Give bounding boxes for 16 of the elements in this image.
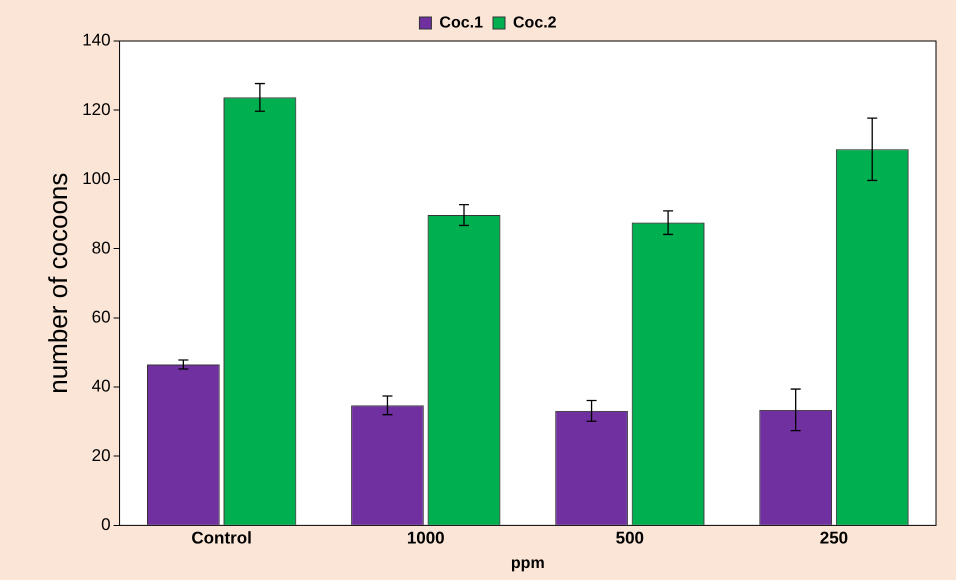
legend-label: Coc.2 <box>513 14 557 32</box>
y-tick-label: 20 <box>92 446 111 465</box>
x-tick-label: 1000 <box>406 528 445 548</box>
y-tick-label: 120 <box>82 100 111 119</box>
y-tick-label: 140 <box>82 30 111 50</box>
legend-label: Coc.1 <box>439 14 484 32</box>
y-tick-label: 100 <box>82 169 111 188</box>
x-tick-label: 500 <box>616 528 644 548</box>
y-axis-title: number of cocoons <box>42 172 73 394</box>
y-tick-label: 60 <box>92 307 111 326</box>
x-tick-label: 250 <box>820 528 848 548</box>
x-tick-label: Control <box>191 528 252 548</box>
x-axis-title: ppm <box>510 554 545 572</box>
y-tick-label: 40 <box>92 376 111 396</box>
y-tick-label: 0 <box>101 515 111 534</box>
y-tick-label: 80 <box>92 238 111 258</box>
